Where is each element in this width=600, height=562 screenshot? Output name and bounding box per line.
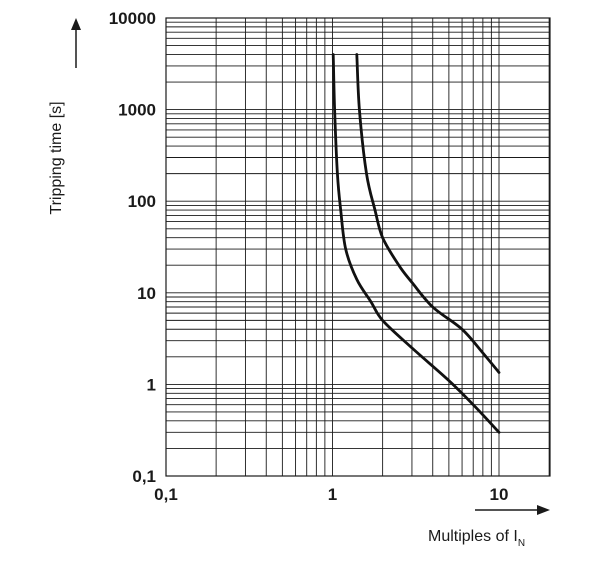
- plot-frame: [165, 17, 551, 477]
- x-tick-label: 0,1: [154, 485, 178, 504]
- y-axis-arrow-head-icon: [71, 18, 81, 30]
- x-axis-title: Multiples of IN: [428, 528, 525, 549]
- y-tick-label: 0,1: [132, 467, 156, 486]
- y-tick-label: 1000: [118, 101, 156, 120]
- tripping-curve-upper: [355, 53, 501, 374]
- x-tick-labels: 0,1 1 10: [154, 485, 508, 504]
- y-tick-label: 1: [147, 375, 156, 394]
- x-tick-label: 10: [490, 485, 509, 504]
- y-tick-label: 10: [137, 284, 156, 303]
- y-axis-title: Tripping time [s]: [48, 101, 65, 214]
- curve-group: [331, 53, 501, 434]
- y-tick-label: 100: [128, 192, 156, 211]
- tripping-curve-lower: [331, 53, 501, 434]
- y-tick-label: 10000: [109, 9, 156, 28]
- y-tick-labels: 10000 1000 100 10 1 0,1: [109, 9, 156, 486]
- grid-lines: [165, 17, 550, 477]
- x-axis-arrow-head-icon: [537, 505, 550, 515]
- x-axis-title-main: Multiples of I: [428, 528, 518, 545]
- x-axis-title-subscript: N: [518, 538, 525, 549]
- x-tick-label: 1: [328, 485, 337, 504]
